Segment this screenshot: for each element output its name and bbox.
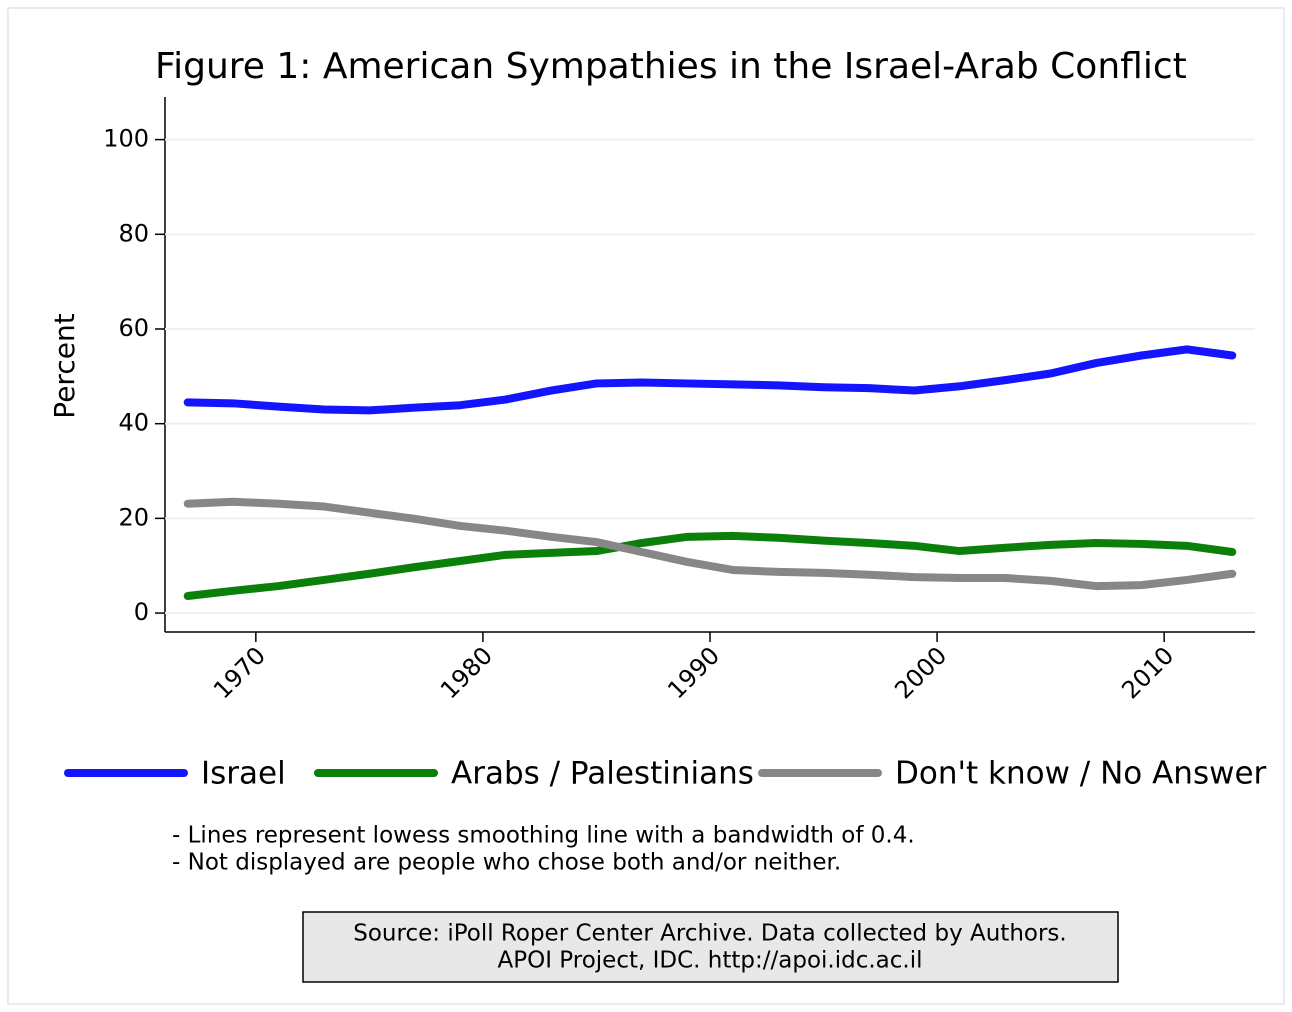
note: - Not displayed are people who chose bot… [172, 850, 841, 876]
source: APOI Project, IDC. http://apoi.idc.ac.il [498, 948, 923, 974]
legend-label: Israel [201, 756, 286, 792]
data-line [183, 531, 1237, 601]
legend-label: Don't know / No Answer [895, 756, 1267, 792]
y-tick-label: 0 [134, 598, 149, 626]
note: - Lines represent lowess smoothing line … [172, 823, 915, 849]
source-box [302, 911, 1119, 983]
y-tick-label: 60 [118, 314, 149, 342]
chart-title: Figure 1: American Sympathies in the Isr… [155, 46, 1187, 87]
data-line [183, 345, 1237, 415]
y-tick-label: 80 [118, 219, 149, 247]
legend-label: Arabs / Palestinians [451, 756, 754, 792]
y-tick-label: 100 [103, 125, 149, 153]
data-line [183, 497, 1237, 591]
source: Source: iPoll Roper Center Archive. Data… [353, 921, 1066, 947]
y-tick-label: 20 [118, 503, 149, 531]
y-axis-label: Percent [48, 313, 81, 418]
y-tick-label: 40 [118, 409, 149, 437]
